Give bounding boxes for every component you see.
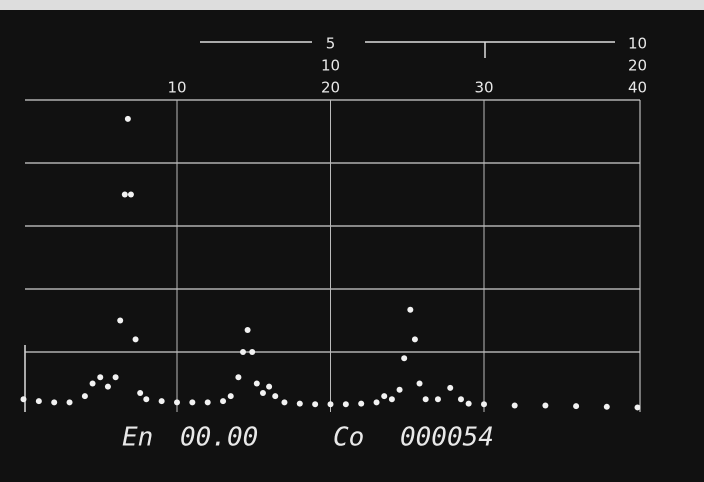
bezel — [0, 0, 704, 10]
spectrum-dot — [411, 336, 418, 343]
spectrum-dot — [312, 401, 319, 408]
x-tick-label: 40 — [628, 79, 647, 97]
spectrum-dot — [396, 386, 403, 393]
spectrum-dot — [127, 191, 134, 198]
spectrum-dot — [634, 404, 641, 411]
spectrum-dot — [112, 374, 119, 381]
spectrum-dot — [35, 398, 42, 405]
counts-label: Co — [333, 423, 364, 453]
spectrum-dot — [511, 402, 518, 409]
spectrum-dot — [235, 374, 242, 381]
spectrum-dot — [481, 401, 487, 408]
spectrum-dot — [81, 393, 88, 400]
spectrum-dot — [272, 393, 279, 400]
spectrum-dot — [407, 306, 414, 313]
energy-label: En — [122, 423, 153, 453]
readout: En 00.00 Co 000054 — [122, 423, 494, 453]
spectrum-dot — [244, 326, 251, 333]
spectrum-dot — [296, 400, 303, 407]
spectrum-dot — [259, 389, 266, 396]
spectrum-dot — [447, 384, 454, 391]
spectrum-dot — [143, 396, 150, 403]
spectrum-dot — [124, 115, 131, 122]
spectrum-dot — [434, 396, 441, 403]
spectrum-dot — [342, 401, 349, 408]
spectrum-dot — [66, 399, 73, 406]
spectrum-dot — [388, 396, 395, 403]
spectrum-dot — [573, 403, 580, 410]
spectrum-dot — [189, 399, 196, 406]
x2-tick-label: 5 — [326, 35, 336, 53]
counts-value: 000054 — [400, 423, 494, 453]
spectrum-dot — [358, 400, 365, 407]
spectrum-dot — [249, 349, 256, 355]
spectrum-dot — [158, 398, 165, 405]
spectrum-dot — [373, 399, 380, 406]
spectrum-dot — [20, 396, 27, 403]
spectrum-dot — [121, 191, 128, 198]
spectrum-dot — [174, 399, 180, 406]
spectrum-dot — [51, 399, 58, 406]
x-tick-label: 10 — [167, 79, 186, 97]
spectrum-dot — [327, 401, 334, 408]
energy-value: 00.00 — [180, 423, 258, 453]
x-tick-label: 20 — [321, 79, 340, 97]
spectrum-dot — [132, 336, 139, 343]
x2-tick-label: 10 — [628, 35, 647, 53]
spectrum-dot — [220, 398, 227, 405]
spectrum-dot — [137, 389, 144, 396]
spectrum-dot — [89, 380, 96, 387]
spectrum-dot — [381, 393, 388, 400]
spectrum-dot — [240, 349, 247, 355]
spectrum-dot — [465, 400, 472, 407]
spectrum-dot — [97, 374, 104, 381]
spectrum-dot — [416, 380, 423, 387]
x-tick-label: 30 — [474, 79, 493, 97]
x3-tick-label: 10 — [321, 57, 340, 75]
spectrum-dot — [542, 402, 549, 409]
spectrum-dot — [422, 396, 429, 403]
spectrum-dot — [457, 396, 464, 403]
spectrum-dot — [117, 317, 124, 324]
spectrum-dot — [253, 380, 260, 387]
spectrum-dot — [227, 393, 234, 400]
spectrum-dot — [266, 383, 273, 390]
spectrum-dot — [104, 383, 111, 390]
spectrum-dot — [281, 399, 288, 406]
spectrum-dot — [603, 403, 610, 410]
x3-tick-label: 20 — [628, 57, 647, 75]
spectrum-dot — [204, 399, 211, 406]
spectrum-dot — [401, 355, 408, 362]
